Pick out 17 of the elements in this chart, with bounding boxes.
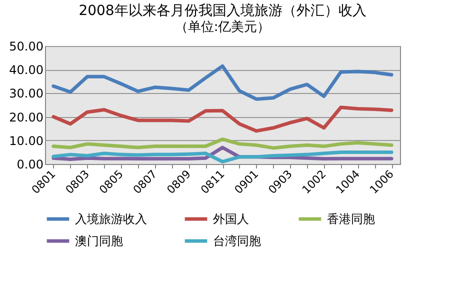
y-tick-label: 30.00 — [9, 86, 44, 101]
y-tick-label: 0.00 — [16, 158, 44, 172]
chart-title: 2008年以来各月份我国入境旅游（外汇）收入 — [78, 3, 366, 19]
y-tick-label: 50.00 — [9, 40, 44, 54]
line-series — [52, 64, 394, 101]
legend-label: 香港同胞 — [327, 212, 375, 226]
line-series — [52, 150, 394, 164]
legend-label: 外国人 — [213, 212, 249, 226]
y-tick-label: 20.00 — [9, 110, 44, 124]
line-series — [52, 106, 394, 133]
legend-label: 澳门同胞 — [75, 234, 123, 248]
y-tick-label: 10.00 — [9, 134, 44, 148]
chart-subtitle: （单位:亿美元） — [174, 19, 270, 35]
line-series — [52, 137, 394, 150]
y-tick-label: 40.00 — [9, 63, 44, 78]
legend-label: 入境旅游收入 — [75, 212, 147, 226]
legend-label: 台湾同胞 — [213, 234, 261, 248]
